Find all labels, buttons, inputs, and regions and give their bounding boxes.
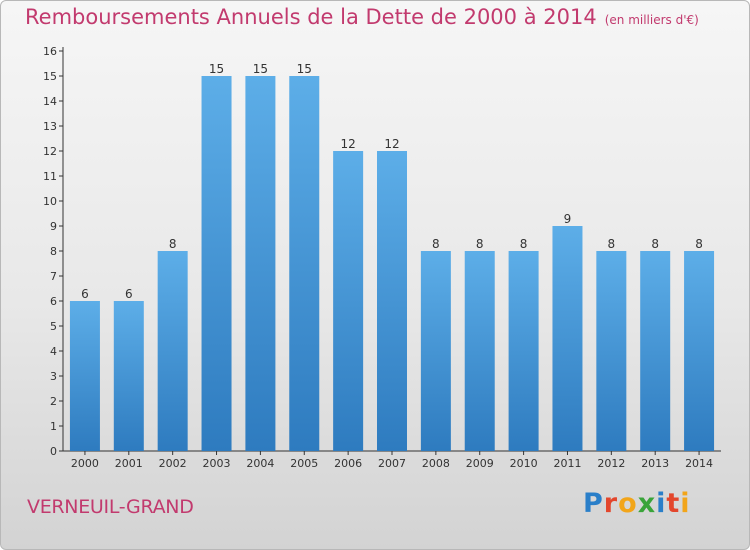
bar-value-label: 15 [253,62,268,76]
y-tick-label: 9 [50,220,57,233]
proxiti-logo: Proxiti [583,488,691,519]
bar-2010 [508,251,539,451]
y-tick-label: 6 [50,295,57,308]
y-tick-label: 14 [43,95,57,108]
x-tick-label: 2013 [641,457,669,470]
x-tick-label: 2007 [378,457,406,470]
bar-value-label: 15 [209,62,224,76]
unit-note: (en milliers d'€) [604,13,699,27]
bar-2006 [333,151,364,451]
y-tick-label: 15 [43,70,57,83]
chart-title: Remboursements Annuels de la Dette de 20… [25,5,699,29]
bar-2013 [640,251,671,451]
x-tick-label: 2011 [553,457,581,470]
y-tick-label: 12 [43,145,57,158]
bar-value-label: 8 [520,237,528,251]
commune-name: VERNEUIL-GRAND [27,496,194,518]
bar-value-label: 15 [297,62,312,76]
bar-2003 [201,76,232,451]
x-tick-label: 2008 [422,457,450,470]
chart-title-text: Remboursements Annuels de la Dette de 20… [25,5,597,29]
bar-2007 [377,151,407,451]
bar-value-labels: 6 6 8 15 15 15 12 12 8 8 8 9 8 8 8 [81,62,703,301]
bar-2009 [464,251,495,451]
x-tick-label: 2010 [510,457,538,470]
bar-2008 [420,251,451,451]
bar-2012 [596,251,627,451]
bar-2004 [245,76,276,451]
y-tick-label: 10 [43,195,57,208]
x-tick-label: 2000 [71,457,99,470]
y-tick-label: 0 [50,445,57,458]
bar-value-label: 9 [564,212,572,226]
bar-2000 [69,301,100,451]
x-tick-label: 2012 [597,457,625,470]
y-tick-label: 11 [43,170,57,183]
y-tick-label: 4 [50,345,57,358]
bar-value-label: 8 [651,237,659,251]
bar-value-label: 8 [695,237,703,251]
bar-value-label: 8 [169,237,177,251]
y-tick-label: 8 [50,245,57,258]
bar-2005 [289,76,320,451]
y-tick-label: 16 [43,45,57,58]
x-tick-label: 2005 [290,457,318,470]
x-tick-label: 2004 [246,457,274,470]
x-tick-label: 2003 [203,457,231,470]
y-tick-label: 5 [50,320,57,333]
bar-value-label: 12 [340,137,355,151]
bars [69,76,715,451]
x-tick-label: 2006 [334,457,362,470]
bar-value-label: 8 [608,237,616,251]
y-tick-label: 7 [50,270,57,283]
bar-2001 [113,301,144,451]
y-tick-label: 1 [50,420,57,433]
y-tick-label: 3 [50,370,57,383]
bar-value-label: 8 [432,237,440,251]
bar-2014 [684,251,715,451]
bar-value-label: 6 [125,287,133,301]
x-tick-label: 2002 [159,457,187,470]
bar-2011 [552,226,583,451]
bar-2002 [157,251,188,451]
bar-value-label: 8 [476,237,484,251]
bar-value-label: 6 [81,287,89,301]
y-tick-label: 2 [50,395,57,408]
x-tick-label: 2009 [466,457,494,470]
x-tick-label: 2014 [685,457,713,470]
bar-value-label: 12 [384,137,399,151]
y-tick-label: 13 [43,120,57,133]
x-tick-label: 2001 [115,457,143,470]
